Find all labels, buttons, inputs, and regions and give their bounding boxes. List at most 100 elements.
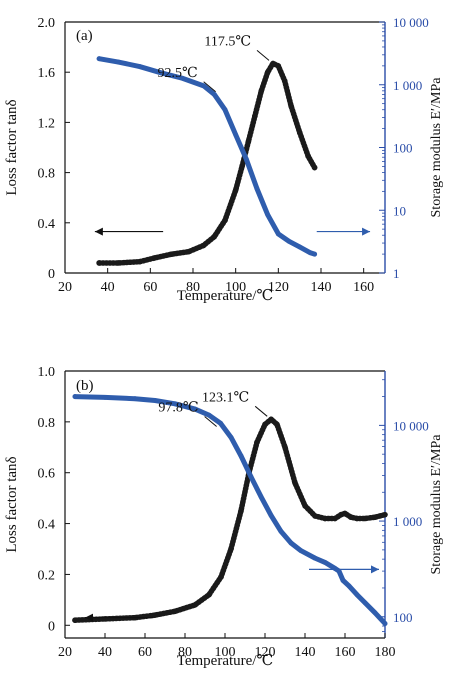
x-tick-label: 60 [138,645,152,660]
x-tick-label: 180 [375,645,396,660]
x-tick-label: 20 [58,645,72,660]
y2-axis-label: Storage modulus E′/MPa [429,434,444,575]
loss-factor-point [232,187,239,193]
chart-panel-b: 20 40 60 80 100 120 140 160 180 0 0.2 0.4 0.6 0.8 1.0 1… [4,365,444,669]
annotation-label: 92.5℃ [157,66,197,81]
x-tick-label: 160 [335,645,356,660]
loss-factor-point [281,78,288,84]
y2-tick-label: 10 000 [393,418,429,433]
y-axis-label: Loss factor tanδ [4,456,20,552]
x-tick-label: 60 [143,280,157,295]
storage-modulus-point [298,548,304,554]
storage-modulus-point [248,474,254,480]
storage-modulus-point [307,250,313,256]
storage-modulus-point [192,406,198,412]
loss-factor-point [238,508,244,514]
y-tick-label: 0 [48,619,55,634]
storage-modulus-point [238,453,244,459]
storage-modulus-point [354,592,360,598]
x-axis-label: Temperature/℃ [177,653,274,669]
storage-modulus-point [288,540,294,546]
annotation-label: 97.8℃ [158,400,198,415]
loss-factor-point [96,260,102,266]
storage-modulus-point [278,529,284,534]
storage-modulus-series-line [96,56,318,257]
x-tick-label: 100 [215,645,236,660]
x-tick-label: 120 [268,280,289,295]
y-tick-label: 0.2 [38,568,56,583]
y2-tick-label: 10 [393,203,406,218]
loss-factor-point [302,502,308,509]
storage-modulus-point [312,555,318,561]
y2-tick-label: 100 [393,141,413,156]
loss-factor-point [282,444,288,451]
storage-modulus-point [96,56,102,62]
loss-factor-point [268,416,275,423]
x-tick-label: 140 [311,280,332,295]
annotation-leader-line [254,405,268,417]
right-arrow-head [362,227,371,236]
annotation-leader-line [204,416,217,427]
x-tick-label: 100 [225,280,246,295]
loss-factor-point [151,255,158,261]
loss-factor-point [115,260,122,266]
storage-modulus-point [137,64,143,69]
loss-factor-point [288,103,294,109]
y-tick-label: 0 [48,267,55,282]
x-tick-label: 40 [101,280,115,295]
storage-modulus-point [201,83,207,89]
loss-factor-point [311,164,318,171]
storage-modulus-point [265,212,271,218]
loss-factor-point [292,480,298,486]
y-tick-label: 1.0 [38,365,56,380]
x-tick-label: 140 [295,645,316,660]
x-tick-label: 80 [186,280,200,295]
loss-factor-point [274,421,280,428]
x-axis-label: Temperature/℃ [177,288,274,304]
panel-label: (a) [76,28,93,44]
loss-factor-point [152,612,158,618]
loss-factor-point [362,515,368,522]
left-arrow-head [94,227,103,236]
storage-modulus-point [211,92,217,97]
loss-factor-point [275,63,282,69]
storage-modulus-point [332,566,338,571]
storage-modulus-point [322,559,328,565]
storage-modulus-point [268,512,274,518]
storage-modulus-point [115,59,121,65]
loss-factor-point [254,439,260,446]
loss-factor-point [305,153,312,160]
panel-label: (b) [76,378,94,394]
storage-modulus-point [254,186,260,192]
storage-modulus-point [228,434,234,440]
storage-modulus-point [206,412,212,418]
y2-tick-label: 10 000 [393,15,429,30]
loss-factor-point [264,69,271,75]
loss-factor-point [168,251,175,257]
loss-factor-point [262,421,268,428]
loss-factor-point [382,511,388,518]
loss-factor-point [136,258,143,265]
y-axis-label: Loss factor tanδ [4,99,20,195]
loss-factor-point [372,514,378,521]
loss-factor-point [245,138,252,145]
loss-factor-point [342,510,348,517]
loss-factor-point [72,617,78,623]
loss-factor-point [296,129,303,136]
storage-modulus-point [132,396,138,402]
x-tick-label: 160 [353,280,374,295]
storage-modulus-point [275,231,281,237]
storage-modulus-point [152,398,158,403]
right-arrow-head [371,565,379,574]
loss-factor-point [270,60,276,67]
x-tick-label: 40 [98,645,112,660]
loss-factor-point [222,217,228,224]
loss-factor-point [211,233,218,240]
storage-modulus-point [72,394,78,399]
storage-modulus-point [340,577,346,583]
storage-modulus-point [222,107,228,113]
storage-modulus-point [233,132,239,138]
loss-factor-point [332,515,338,522]
storage-modulus-point [297,244,303,250]
